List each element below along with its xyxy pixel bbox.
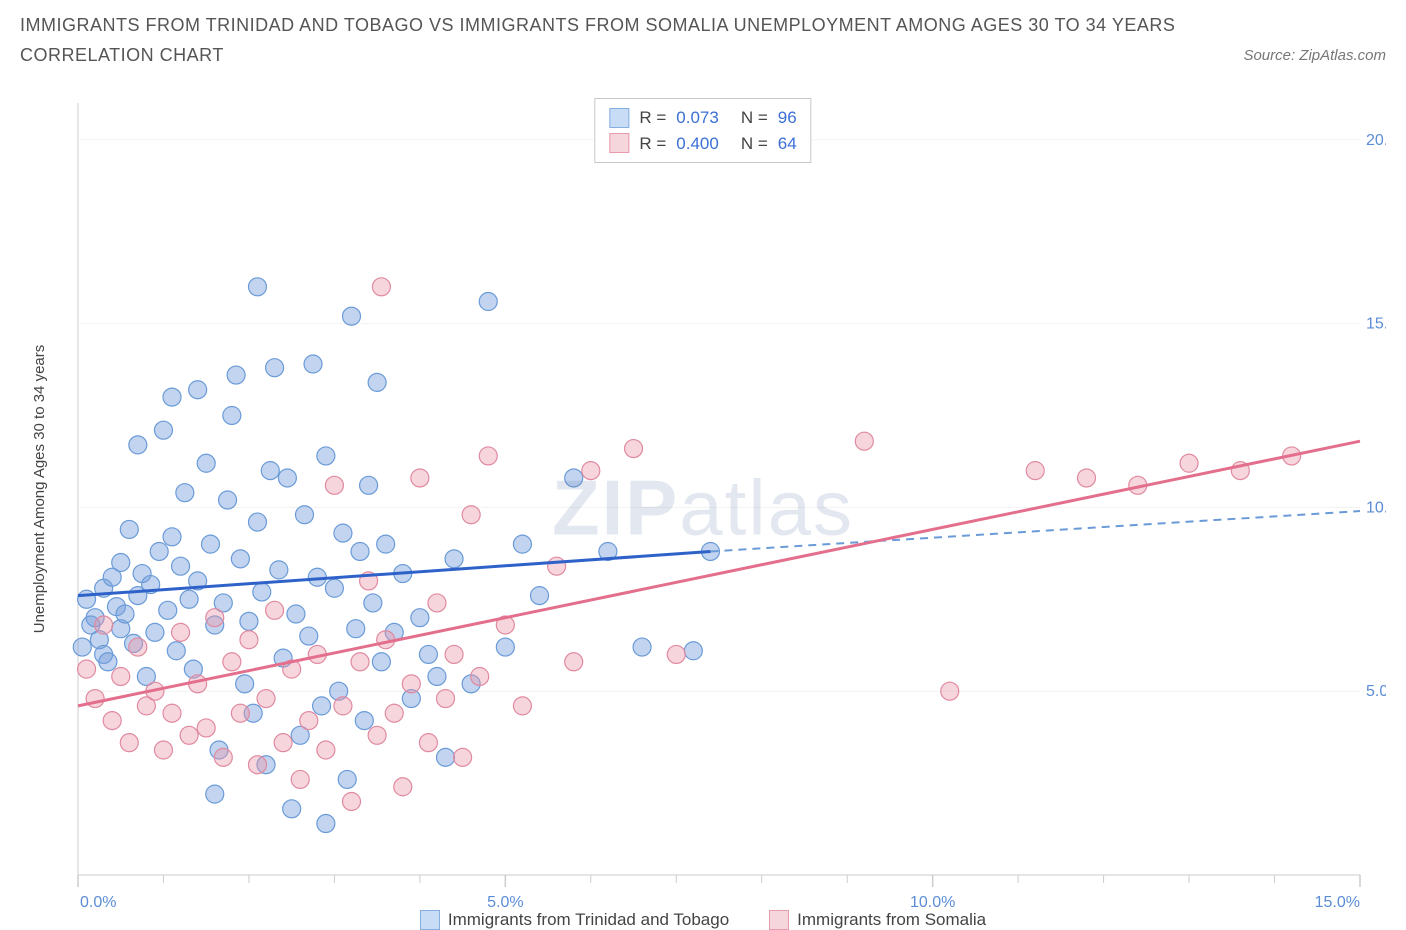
svg-text:15.0%: 15.0% <box>1366 316 1386 333</box>
bottom-legend: Immigrants from Trinidad and Tobago Immig… <box>0 910 1406 930</box>
legend-stats-row: R = 0.073 N = 96 <box>609 105 796 131</box>
legend-stats-box: R = 0.073 N = 96 R = 0.400 N = 64 <box>594 98 811 163</box>
svg-text:20.0%: 20.0% <box>1366 132 1386 149</box>
bottom-legend-item: Immigrants from Trinidad and Tobago <box>420 910 729 930</box>
series-name: Immigrants from Trinidad and Tobago <box>448 910 729 930</box>
legend-swatch <box>609 108 629 128</box>
n-label: N = <box>741 105 768 131</box>
svg-text:5.0%: 5.0% <box>487 894 523 911</box>
svg-text:15.0%: 15.0% <box>1315 894 1360 911</box>
page-subtitle: CORRELATION CHART <box>20 45 224 66</box>
n-value: 64 <box>778 131 797 157</box>
r-label: R = <box>639 105 666 131</box>
n-label: N = <box>741 131 768 157</box>
chart-container: 5.0% 10.0% 15.0% 20.0% 0.0% 5.0% 10.0% 15.0% Une… <box>20 95 1386 920</box>
svg-text:5.0%: 5.0% <box>1366 683 1386 700</box>
r-label: R = <box>639 131 666 157</box>
scatter-chart: 5.0% 10.0% 15.0% 20.0% 0.0% 5.0% 10.0% 15.0% Une… <box>20 95 1386 920</box>
n-value: 96 <box>778 105 797 131</box>
title-block: IMMIGRANTS FROM TRINIDAD AND TOBAGO VS I… <box>0 0 1406 66</box>
svg-text:10.0%: 10.0% <box>1366 499 1386 516</box>
legend-swatch <box>769 910 789 930</box>
svg-text:0.0%: 0.0% <box>80 894 116 911</box>
r-value: 0.073 <box>676 105 719 131</box>
svg-text:10.0%: 10.0% <box>910 894 955 911</box>
bottom-legend-item: Immigrants from Somalia <box>769 910 986 930</box>
svg-text:Unemployment Among Ages 30 to: Unemployment Among Ages 30 to 34 years <box>31 345 48 634</box>
legend-swatch <box>420 910 440 930</box>
legend-stats-row: R = 0.400 N = 64 <box>609 131 796 157</box>
subtitle-row: CORRELATION CHART Source: ZipAtlas.com <box>20 45 1386 66</box>
legend-swatch <box>609 133 629 153</box>
source-label: Source: ZipAtlas.com <box>1243 47 1386 64</box>
series-name: Immigrants from Somalia <box>797 910 986 930</box>
r-value: 0.400 <box>676 131 719 157</box>
page-title: IMMIGRANTS FROM TRINIDAD AND TOBAGO VS I… <box>20 12 1386 39</box>
